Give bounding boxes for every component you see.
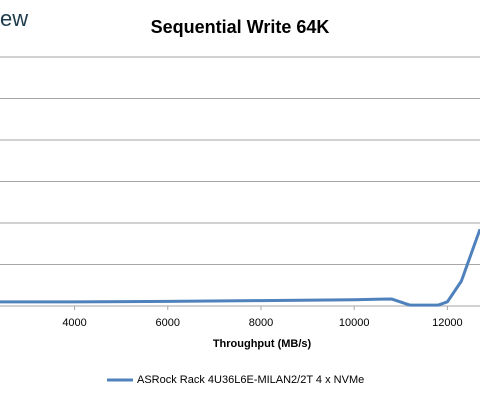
series-line <box>0 228 480 307</box>
legend-label: ASRock Rack 4U36L6E-MILAN2/2T 4 x NVMe <box>137 374 364 386</box>
x-tick-label: 12000 <box>432 317 463 329</box>
x-tick-label: 6000 <box>156 317 180 329</box>
x-tick-label: 10000 <box>339 317 370 329</box>
logo: ew <box>0 6 28 31</box>
x-tick-label: 8000 <box>249 317 273 329</box>
chart-title: Sequential Write 64K <box>151 17 330 37</box>
x-axis-label: Throughput (MB/s) <box>213 338 312 350</box>
x-tick-label: 4000 <box>62 317 86 329</box>
